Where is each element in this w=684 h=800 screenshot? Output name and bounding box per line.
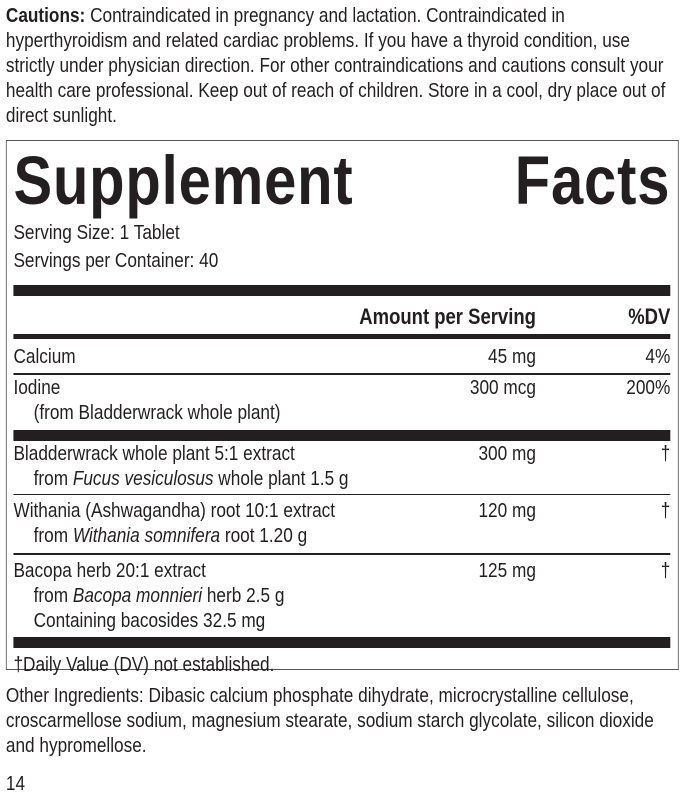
title-word-facts: Facts	[514, 142, 671, 219]
divider-thick	[13, 636, 671, 648]
servings-per-container: Servings per Container: 40	[13, 249, 219, 272]
header-amount: Amount per Serving	[359, 304, 536, 329]
row-amount: 300 mg	[478, 441, 536, 465]
divider-thin	[13, 553, 671, 555]
cautions-body: Contraindicated in pregnancy and lactati…	[5, 4, 666, 127]
table-row: Bacopa herb 20:1 extract 125 mg † from Bac…	[13, 555, 670, 637]
cautions-label: Cautions:	[5, 4, 86, 27]
row-source: (from Bladderwrack whole plant)	[33, 400, 281, 424]
table-row: Iodine 300 mcg 200% (from Bladderwrack who…	[13, 375, 670, 430]
row-dv: †	[660, 558, 671, 582]
supplement-facts-panel: Supplement Facts Serving Size: 1 Tablet …	[5, 140, 679, 676]
row-dv: †	[660, 499, 671, 522]
row-amount: 300 mcg	[469, 375, 536, 399]
row-source: from Bacopa monnieri herb 2.5 g	[33, 583, 285, 607]
column-header-row: Amount per Serving %DV	[13, 296, 670, 334]
table-row: Bladderwrack whole plant 5:1 extract 300 …	[13, 441, 670, 494]
row-name: Bladderwrack whole plant 5:1 extract	[13, 441, 295, 465]
row-name: Iodine	[13, 375, 61, 399]
divider-thin	[13, 373, 671, 375]
table-row: Calcium 45 mg 4%	[13, 339, 670, 373]
panel-title: Supplement Facts	[13, 145, 670, 217]
row-dv: 200%	[626, 375, 671, 399]
row-source: from Withania somnifera root 1.20 g	[33, 524, 308, 547]
cautions-text: Cautions: Contraindicated in pregnancy a…	[6, 3, 683, 128]
row-dv: †	[660, 441, 671, 465]
footnote: †Daily Value (DV) not established.	[13, 652, 275, 676]
divider-thin	[13, 493, 671, 495]
serving-size: Serving Size: 1 Tablet	[13, 221, 180, 244]
row-amount: 125 mg	[478, 558, 536, 582]
page-number: 14	[5, 772, 26, 795]
row-name: Calcium	[13, 345, 76, 368]
row-name: Bacopa herb 20:1 extract	[13, 558, 206, 582]
row-source: from Fucus vesiculosus whole plant 1.5 g	[33, 466, 349, 490]
title-word-supplement: Supplement	[13, 142, 354, 219]
row-constituent: Containing bacosides 32.5 mg	[33, 608, 266, 632]
row-name: Withania (Ashwagandha) root 10:1 extract	[13, 499, 336, 522]
divider-thick	[13, 429, 671, 441]
row-amount: 45 mg	[488, 345, 536, 368]
divider-thick	[13, 285, 671, 296]
row-amount: 120 mg	[478, 499, 536, 522]
divider-medium	[13, 334, 671, 339]
table-row: Withania (Ashwagandha) root 10:1 extract…	[13, 495, 670, 553]
header-dv: %DV	[628, 304, 671, 329]
other-ingredients: Other Ingredients: Dibasic calcium phosp…	[5, 684, 654, 757]
row-dv: 4%	[645, 345, 671, 368]
